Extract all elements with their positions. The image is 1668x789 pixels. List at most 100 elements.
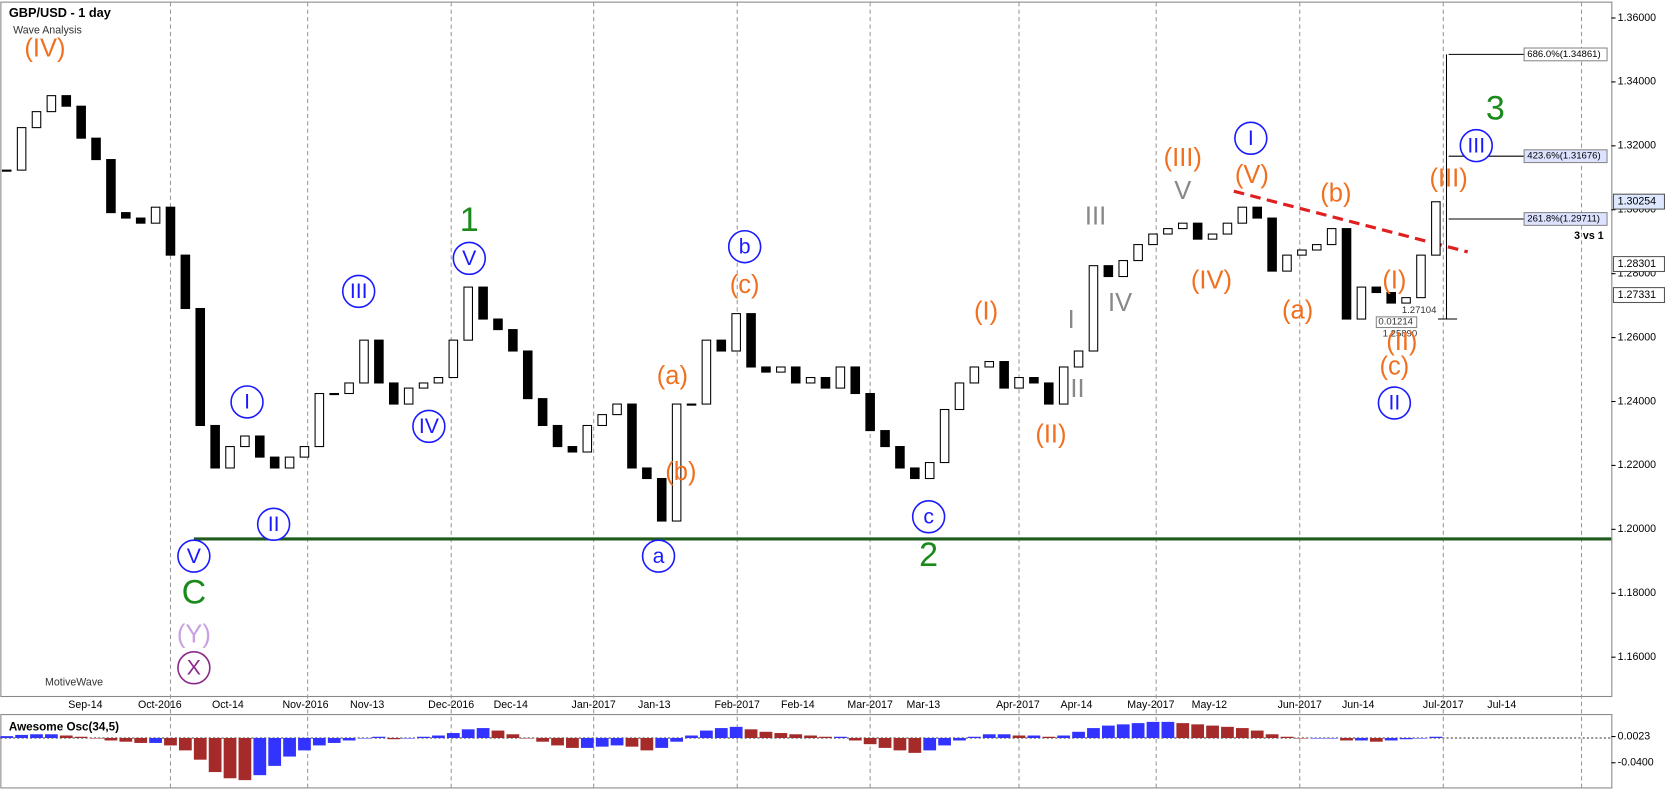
candle [924,462,935,480]
wave-label: II [268,512,280,536]
wave-label: (V) [1235,161,1269,189]
candle [731,313,741,352]
x-tick-label: Sep-14 [68,699,102,711]
osc-bar [1429,736,1443,738]
candle [597,414,607,427]
osc-bar [327,737,341,743]
candle [91,137,101,161]
wave-label: (II) [1035,421,1066,449]
candle [1341,228,1352,320]
osc-bar [402,737,416,739]
osc-bar [744,729,758,738]
x-tick-label: Oct-14 [212,699,244,711]
fib-label-box [1523,212,1608,226]
wave-circle [230,385,264,419]
fib-label: 261.8%(1.29711) [1527,214,1600,225]
x-tick-label: Dec-2016 [428,699,474,711]
wave-label: I [1248,126,1254,150]
candle [418,382,429,389]
wave-label: (III) [1164,144,1202,172]
measure-box [1399,305,1441,316]
candle [627,403,637,469]
osc-bar [149,737,162,743]
candle [552,424,563,448]
osc-bar [789,734,803,738]
osc-bar [1325,737,1339,739]
candle [567,446,578,453]
osc-bar [1310,737,1324,739]
candle [1163,228,1173,235]
wave-label: 1 [460,201,479,239]
wave-circle [177,651,211,685]
osc-bar [372,736,386,738]
wave-label: (c) [1379,353,1409,381]
candle [225,446,235,469]
candle [686,403,697,406]
osc-bar [536,737,550,742]
chart-title: GBP/USD - 1 day [9,5,112,20]
osc-bar [967,736,981,738]
candle [1416,254,1426,299]
candle [522,350,533,400]
candle [984,361,995,368]
candle [1371,286,1382,294]
osc-bar [863,737,877,745]
x-tick-label: Dec-14 [494,699,528,711]
candle [359,339,369,384]
candle [329,392,340,396]
x-tick-label: Nov-2016 [282,699,328,711]
price-tag-box [1612,287,1666,304]
candle [1014,377,1024,389]
osc-bar [1206,725,1219,738]
candle [299,446,310,458]
wave-label: 2 [919,536,938,574]
osc-bar [1146,721,1160,738]
osc-bar [953,737,966,741]
candle [1311,244,1322,251]
wave-circle [177,539,211,573]
wave-circle [727,229,762,264]
osc-bar [119,737,133,742]
candle [761,366,771,373]
osc-bar [1057,735,1071,738]
wave-label: a [653,544,665,568]
osc-title: Awesome Osc(34,5) [9,720,119,733]
wave-label: b [739,234,751,258]
osc-bar [700,730,713,738]
osc-bar [521,737,535,739]
wave-label: V [187,544,202,568]
candle [999,361,1009,389]
osc-bar [0,736,14,738]
fib-label-box [1523,47,1608,62]
osc-bar [1042,736,1056,738]
osc-bar [59,735,73,738]
wave-label: (b) [665,458,696,486]
x-tick-label: Jun-14 [1342,699,1375,711]
osc-bar [655,737,669,748]
osc-bar [1399,737,1413,740]
candle [1148,233,1158,246]
x-tick-label: Mar-13 [906,699,940,711]
x-tick-label: Jun-2017 [1278,699,1322,711]
candle [1207,233,1218,240]
candle [1237,206,1248,224]
osc-bar [640,737,654,751]
wave-label: IV [1108,289,1132,317]
osc-bar [1131,723,1145,738]
osc-bar [1101,725,1115,738]
osc-bar [506,734,520,738]
wave-circle [911,500,946,534]
candle [1222,222,1233,235]
measure-label: 0.01214 [1378,317,1413,328]
osc-bar [342,737,356,741]
candle [31,111,42,129]
candle [121,212,131,219]
wave-label: X [187,655,201,679]
osc-tick-label: 0.0023 [1618,730,1651,742]
candle [1297,249,1307,256]
osc-bar [268,737,282,766]
candle [374,339,384,384]
wave-label: 3 [1486,90,1505,128]
x-tick-label: May-12 [1192,699,1228,711]
osc-bar [923,737,937,751]
